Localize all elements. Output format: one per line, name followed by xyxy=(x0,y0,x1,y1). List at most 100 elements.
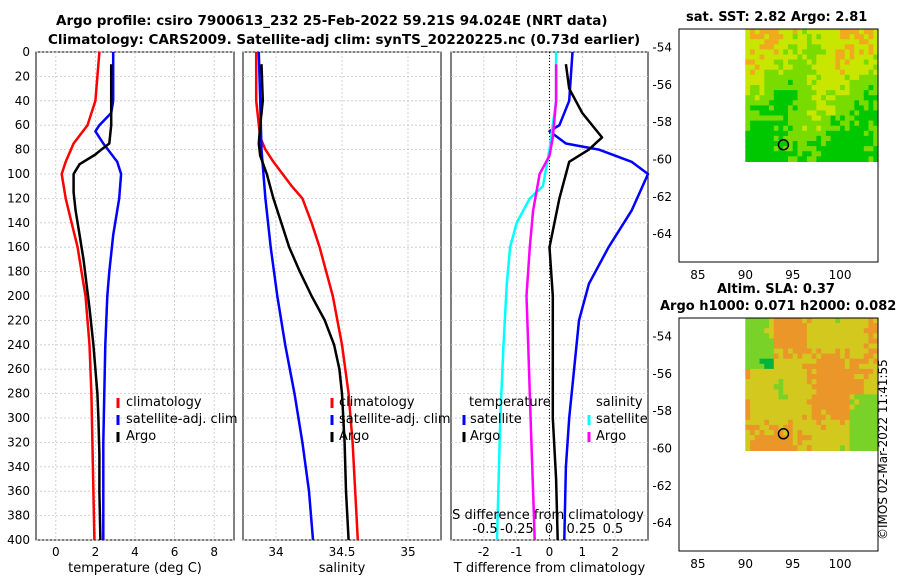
map-cell xyxy=(811,318,817,324)
map-cell xyxy=(816,363,822,370)
map-cell xyxy=(859,110,865,117)
map-cell xyxy=(835,115,841,122)
map-cell xyxy=(849,151,855,157)
map-cell xyxy=(859,343,865,350)
map-cell xyxy=(868,115,874,122)
map-cell xyxy=(859,328,865,334)
map-cell xyxy=(764,424,770,431)
map-cell xyxy=(759,85,765,91)
map-cell xyxy=(759,363,765,370)
map-cell xyxy=(773,323,780,329)
legend-label-s-argo: Argo xyxy=(596,429,626,444)
map-cell xyxy=(802,125,808,132)
map-cell xyxy=(840,363,846,370)
map-cell xyxy=(778,318,784,324)
map-cell xyxy=(773,130,780,137)
map-cell xyxy=(764,323,770,329)
map-cell xyxy=(769,445,775,451)
map-cell xyxy=(754,338,761,345)
map-cell xyxy=(759,424,765,431)
map-cell xyxy=(783,100,789,106)
map-cell xyxy=(844,389,851,395)
map-cell xyxy=(759,389,765,395)
map-cell xyxy=(863,151,870,157)
map-cell xyxy=(778,125,784,132)
y-tick-label: 180 xyxy=(7,265,30,279)
map-cell xyxy=(783,151,789,157)
map-cell xyxy=(868,69,874,76)
map-cell xyxy=(825,156,832,162)
map-cell xyxy=(764,435,770,441)
map-cell xyxy=(859,430,865,436)
map-cell xyxy=(816,115,822,122)
map-cell xyxy=(802,34,808,40)
map-cell xyxy=(783,338,789,345)
map-cell xyxy=(754,374,761,380)
map-cell xyxy=(797,333,803,339)
map-cell xyxy=(854,100,860,106)
map-cell xyxy=(859,419,865,426)
y-tick-label: 80 xyxy=(15,143,30,157)
map-cell xyxy=(849,29,855,35)
map-cell xyxy=(806,374,813,380)
map-cell xyxy=(840,105,846,112)
map-cell xyxy=(849,409,855,416)
map-cell xyxy=(873,374,879,380)
map-cell xyxy=(759,414,765,421)
map-cell xyxy=(821,90,827,96)
argo-position-marker xyxy=(777,428,790,440)
map-cell xyxy=(759,49,765,56)
map-cell xyxy=(806,39,813,45)
map-cell xyxy=(778,419,784,426)
map-cell xyxy=(773,353,780,360)
map-cell xyxy=(754,318,761,324)
legend-label-satellite: satellite-adj. clim xyxy=(339,412,451,427)
map-cell xyxy=(873,338,879,345)
map-cell xyxy=(806,125,813,132)
map-cell xyxy=(759,353,765,360)
map-cell xyxy=(788,79,794,86)
map-cell xyxy=(769,394,775,401)
map-cell xyxy=(844,430,851,436)
map-cell xyxy=(863,130,870,137)
map-cell xyxy=(873,54,879,61)
map-cell xyxy=(868,74,874,81)
map-cell xyxy=(769,409,775,416)
map-cell xyxy=(873,141,879,147)
x-tick-label: 0 xyxy=(546,545,554,559)
map-cell xyxy=(835,156,841,162)
map-cell xyxy=(816,69,822,76)
map-cell xyxy=(792,120,798,127)
map-cell xyxy=(849,64,855,71)
map-cell xyxy=(821,151,827,157)
map-cell xyxy=(835,130,841,137)
map-cell xyxy=(868,343,874,350)
map-cell xyxy=(764,69,770,76)
map-cell xyxy=(759,394,765,401)
y-tick-label: 220 xyxy=(7,313,30,327)
map-cell xyxy=(863,379,870,385)
map-cell xyxy=(844,368,851,375)
map-cell xyxy=(778,363,784,370)
map1-title: sat. SST: 2.82 Argo: 2.81 xyxy=(686,10,868,25)
map-cell xyxy=(783,399,789,406)
map-cell xyxy=(811,115,817,122)
map-cell xyxy=(773,146,780,152)
map-cell xyxy=(797,85,803,91)
map-cell xyxy=(806,338,813,345)
map-cell xyxy=(754,130,761,137)
map-cell xyxy=(816,440,822,446)
map-cell xyxy=(816,323,822,329)
x-tick-label: 34 xyxy=(268,545,283,559)
map-cell xyxy=(792,338,798,345)
map-cell xyxy=(825,146,832,152)
map-cell xyxy=(754,343,761,350)
map-cell xyxy=(788,333,794,339)
map-cell xyxy=(873,399,879,406)
map-cell xyxy=(835,394,841,401)
map-cell xyxy=(854,368,860,375)
map-cell xyxy=(873,409,879,416)
map-cell xyxy=(859,125,865,132)
map-cell xyxy=(797,125,803,132)
map-cell xyxy=(825,389,832,395)
